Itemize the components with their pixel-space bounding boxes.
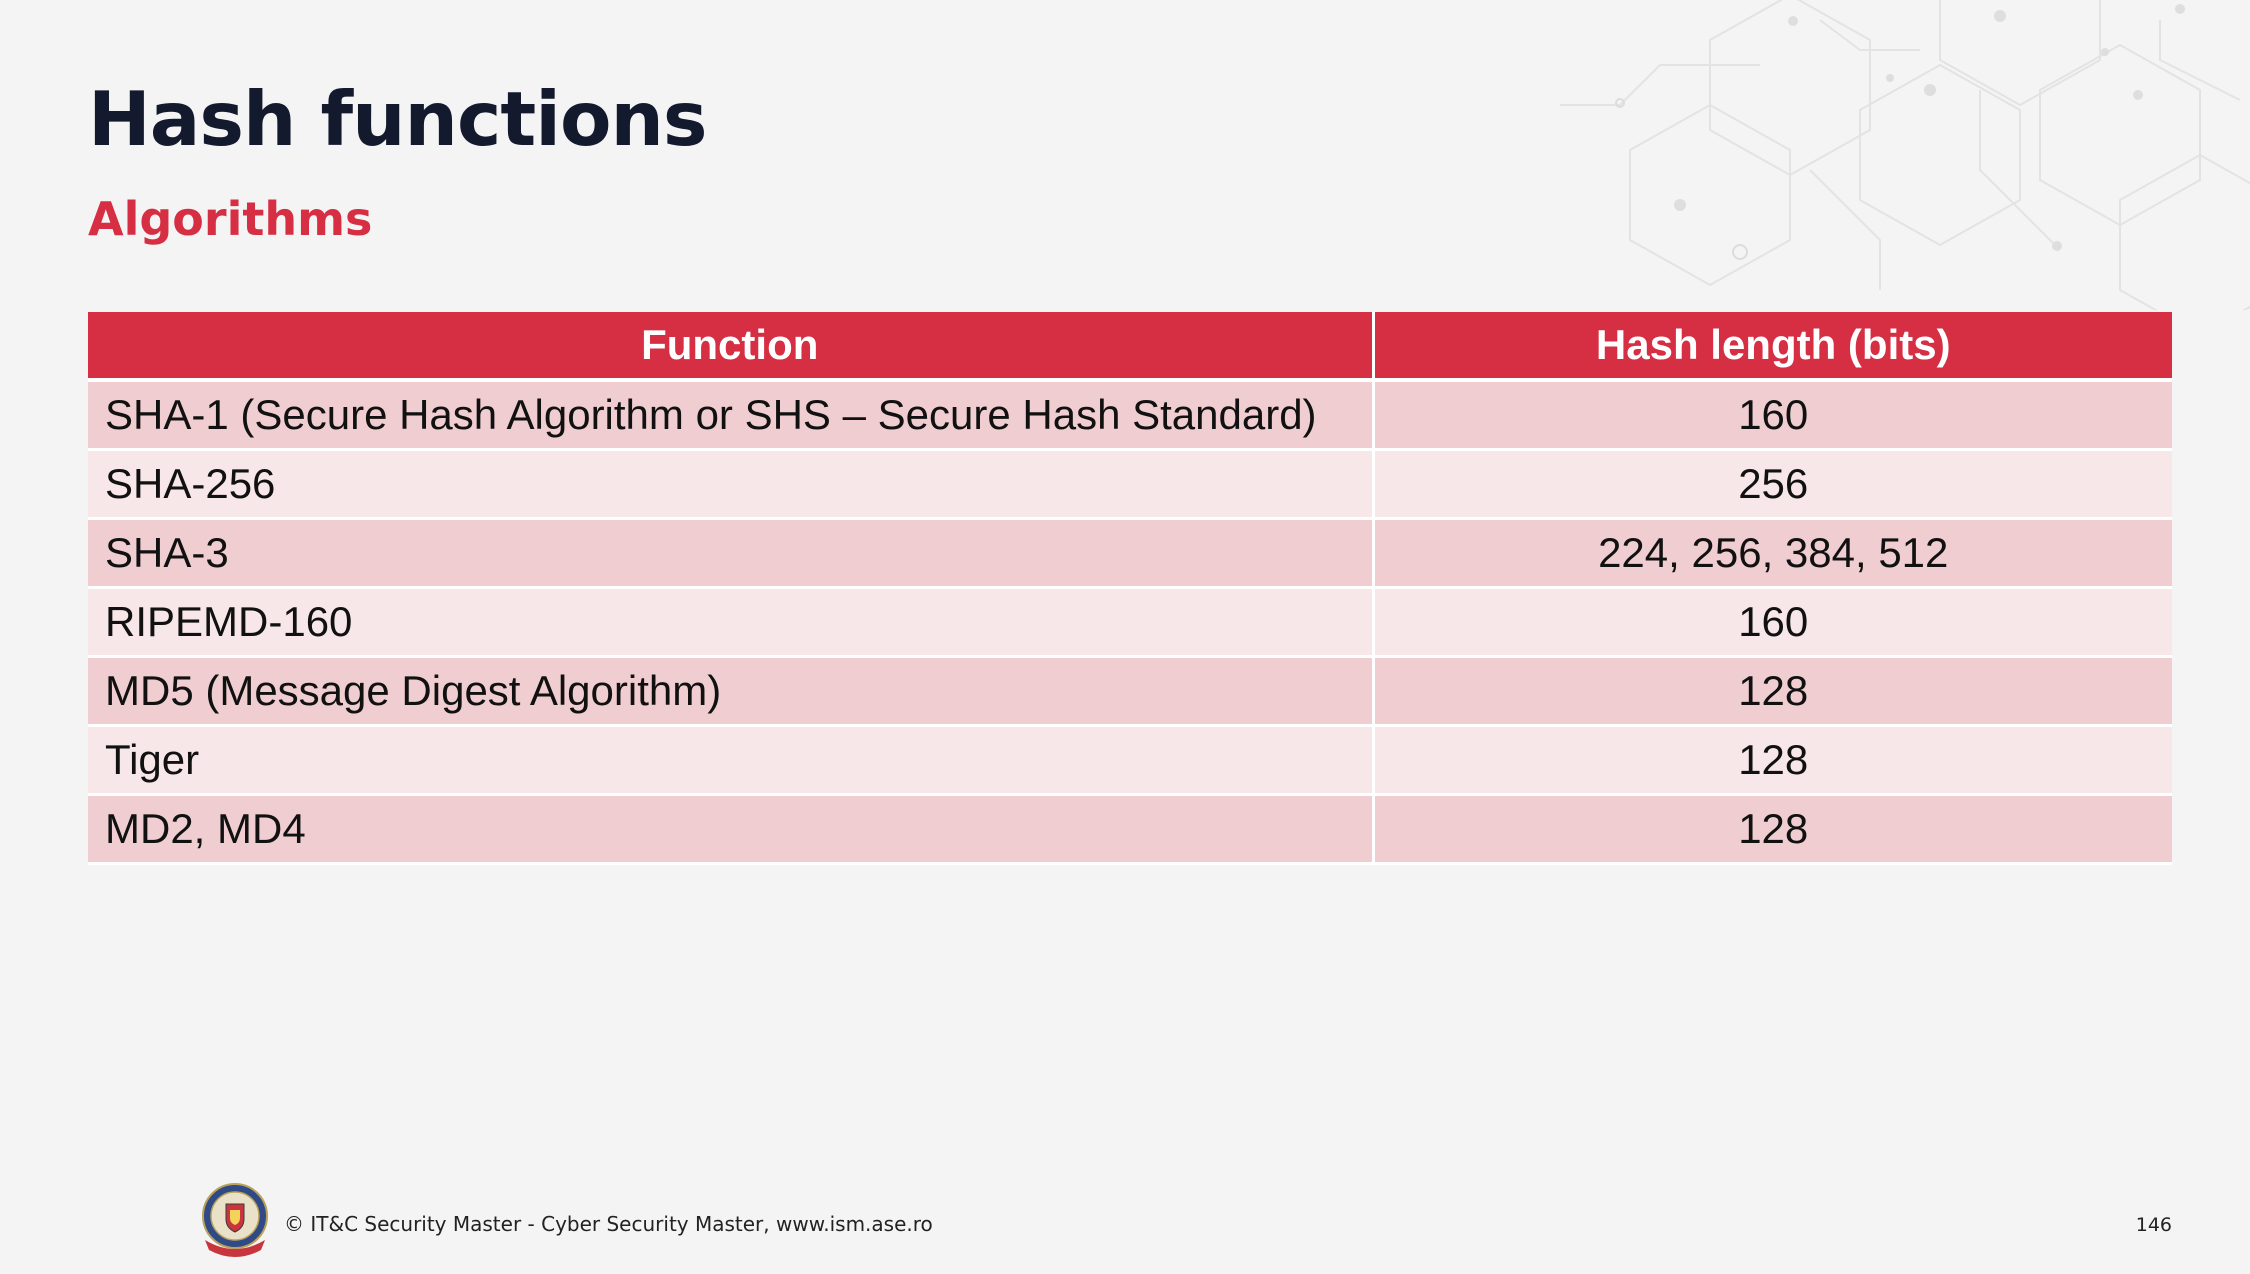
function-cell: Tiger xyxy=(88,725,1375,796)
header-function: Function xyxy=(88,312,1375,382)
hash-length-cell: 160 xyxy=(1373,587,2172,658)
hash-functions-table: Function Hash length (bits) SHA-1 (Secur… xyxy=(88,312,2172,865)
table-row: Tiger 128 xyxy=(88,725,2172,796)
hash-length-cell: 160 xyxy=(1373,380,2172,451)
table-header-row: Function Hash length (bits) xyxy=(88,312,2172,382)
security-master-crest-icon xyxy=(202,1183,268,1257)
function-cell: RIPEMD-160 xyxy=(88,587,1375,658)
slide-title: Hash functions xyxy=(88,75,708,163)
table-row: SHA-1 (Secure Hash Algorithm or SHS – Se… xyxy=(88,380,2172,451)
table-row: SHA-3 224, 256, 384, 512 xyxy=(88,518,2172,589)
hash-length-cell: 128 xyxy=(1373,794,2172,865)
function-cell: SHA-1 (Secure Hash Algorithm or SHS – Se… xyxy=(88,380,1375,451)
function-cell: MD5 (Message Digest Algorithm) xyxy=(88,656,1375,727)
hash-length-cell: 128 xyxy=(1373,725,2172,796)
slide-subtitle: Algorithms xyxy=(88,192,373,246)
function-cell: SHA-3 xyxy=(88,518,1375,589)
table-row: MD5 (Message Digest Algorithm) 128 xyxy=(88,656,2172,727)
hash-length-cell: 128 xyxy=(1373,656,2172,727)
footer-copyright: © IT&C Security Master - Cyber Security … xyxy=(284,1212,933,1236)
function-cell: SHA-256 xyxy=(88,449,1375,520)
hash-length-cell: 224, 256, 384, 512 xyxy=(1373,518,2172,589)
hexagon-pattern-background xyxy=(1560,0,2250,310)
table-row: RIPEMD-160 160 xyxy=(88,587,2172,658)
table-row: SHA-256 256 xyxy=(88,449,2172,520)
function-cell: MD2, MD4 xyxy=(88,794,1375,865)
hash-length-cell: 256 xyxy=(1373,449,2172,520)
header-hash-length: Hash length (bits) xyxy=(1373,312,2172,382)
table-row: MD2, MD4 128 xyxy=(88,794,2172,865)
page-number: 146 xyxy=(2135,1214,2172,1236)
